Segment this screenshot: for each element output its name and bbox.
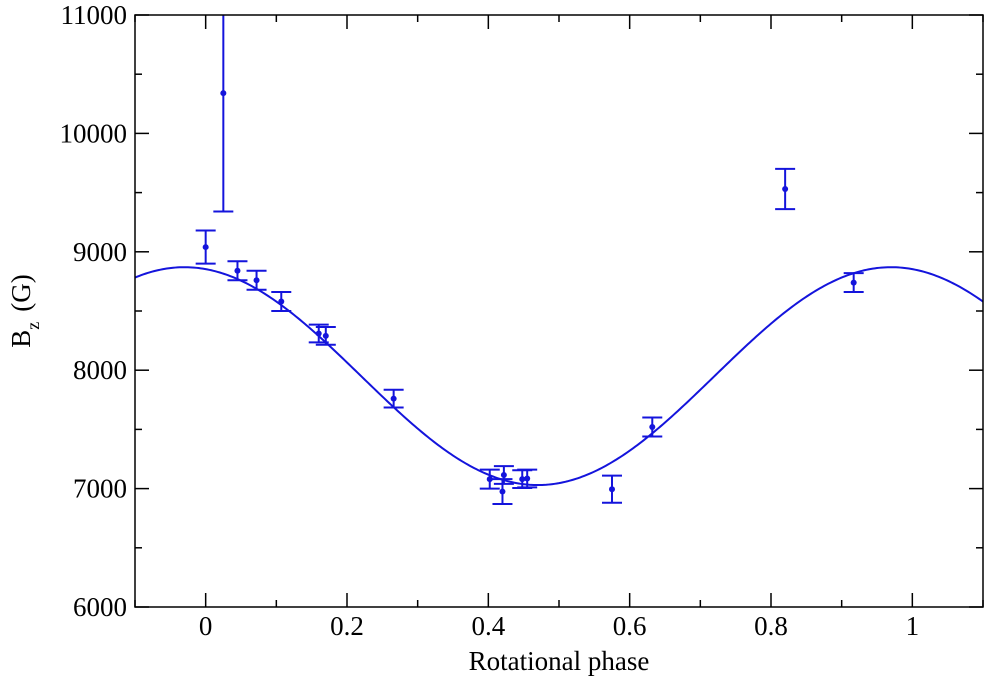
x-tick-label: 0.4 <box>471 611 505 641</box>
data-point <box>234 267 241 274</box>
data-point <box>315 330 322 337</box>
y-tick-label: 9000 <box>73 237 127 267</box>
data-point-group <box>642 416 663 438</box>
data-point-group <box>493 465 514 485</box>
data-point <box>609 486 615 493</box>
data-point <box>253 277 260 284</box>
data-point <box>782 186 789 193</box>
data-point-group <box>479 468 500 490</box>
y-tick-label: 8000 <box>73 355 127 385</box>
x-tick-label: 0 <box>199 611 213 641</box>
data-point-group <box>271 291 292 312</box>
y-tick-label: 10000 <box>60 118 128 148</box>
plot-frame <box>134 14 984 608</box>
data-point-group <box>492 478 513 505</box>
y-axis-label-unit: (G) <box>6 274 36 311</box>
data-point <box>524 475 531 482</box>
data-point <box>220 90 227 97</box>
x-tick-label: 1 <box>906 611 920 641</box>
y-tick-label: 7000 <box>73 474 127 504</box>
data-point-group <box>602 474 622 504</box>
data-point-group <box>213 15 234 213</box>
data-point <box>322 332 329 339</box>
data-point-group <box>383 388 404 409</box>
data-point <box>499 488 506 495</box>
data-point-group <box>227 260 248 282</box>
data-point <box>519 476 526 483</box>
data-point <box>202 244 209 251</box>
x-axis-label: Rotational phase <box>469 646 650 676</box>
data-point <box>649 424 656 431</box>
data-point-group <box>246 269 267 291</box>
data-point <box>278 298 285 305</box>
data-point-group <box>843 272 864 294</box>
y-axis-label: Bz (G) <box>6 274 43 348</box>
x-tick-label: 0.8 <box>754 611 788 641</box>
data-point <box>850 279 857 286</box>
y-axis-label-sub: z <box>23 322 43 330</box>
data-point-group <box>517 468 538 489</box>
data-point-group <box>195 229 216 265</box>
y-tick-label: 6000 <box>73 592 127 622</box>
x-tick-label: 0.2 <box>330 611 364 641</box>
data-point-group <box>775 167 796 211</box>
data-point <box>390 395 397 402</box>
data-point <box>486 476 493 483</box>
data-point-group <box>315 325 336 346</box>
x-tick-label: 0.6 <box>613 611 647 641</box>
y-axis-label-main: B <box>6 330 36 348</box>
fit-curve <box>135 266 983 487</box>
y-tick-label: 11000 <box>61 0 128 30</box>
data-point <box>500 471 507 478</box>
